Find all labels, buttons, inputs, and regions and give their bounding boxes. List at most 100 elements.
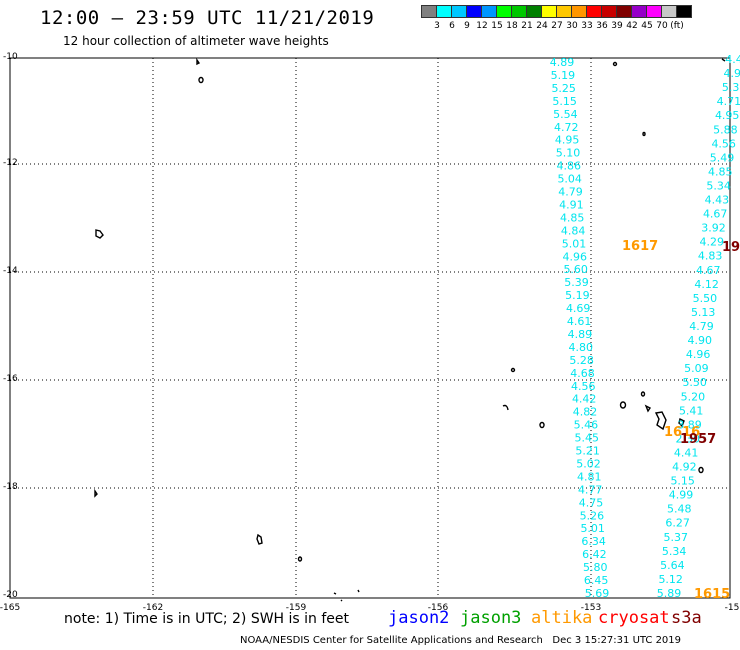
wave-height-label: 4.90 bbox=[688, 334, 713, 347]
satellite-legend-altika: altika bbox=[531, 608, 593, 628]
color-scale-label: 21 bbox=[521, 21, 533, 31]
island bbox=[612, 61, 618, 67]
wave-height-label: 5.01 bbox=[580, 522, 605, 535]
wave-height-label: 5.54 bbox=[553, 108, 578, 121]
island bbox=[539, 421, 545, 429]
color-scale-label: 3 bbox=[434, 21, 440, 31]
color-scale-label: 12 bbox=[476, 21, 488, 31]
satellite-legend-s3a: s3a bbox=[671, 608, 702, 628]
wave-height-label: 5.45 bbox=[575, 432, 600, 445]
wave-height-label: 5.28 bbox=[569, 354, 594, 367]
wave-height-label: 4.75 bbox=[579, 496, 604, 509]
wave-height-label: 4.41 bbox=[674, 447, 699, 460]
wave-height-label: 5.60 bbox=[563, 263, 588, 276]
timestamp-text: Dec 3 15:27:31 UTC 2019 bbox=[552, 635, 682, 646]
wave-height-label: 4.67 bbox=[703, 208, 728, 221]
island-outlines bbox=[94, 57, 726, 602]
island bbox=[678, 417, 685, 428]
wave-height-label: 5.19 bbox=[551, 69, 576, 82]
wave-height-label: 4.43 bbox=[705, 194, 730, 207]
wave-height-label: 4.69 bbox=[566, 302, 591, 315]
wave-height-label: 6.45 bbox=[584, 574, 609, 587]
island bbox=[642, 131, 646, 137]
wave-height-label: 3.89 bbox=[677, 418, 702, 431]
wave-height-label: 4.12 bbox=[694, 278, 719, 291]
color-scale-label: (ft) bbox=[670, 21, 684, 31]
wave-height-label: 4.95 bbox=[715, 109, 740, 122]
wave-height-label: 4.42 bbox=[572, 393, 597, 406]
wave-height-label: 4.83 bbox=[698, 250, 723, 263]
color-scale-label: 9 bbox=[464, 21, 470, 31]
wave-height-label: 4.9 bbox=[724, 67, 740, 80]
color-scale-label: 27 bbox=[551, 21, 563, 31]
pass-number-label: 1616 bbox=[664, 425, 700, 440]
wave-height-label: 4.81 bbox=[577, 470, 602, 483]
wave-height-label: 5.01 bbox=[562, 237, 587, 250]
wave-height-label: 4.68 bbox=[570, 367, 595, 380]
credit-text: NOAA/NESDIS Center for Satellite Applica… bbox=[240, 635, 543, 646]
island bbox=[644, 404, 652, 413]
units-note: note: 1) Time is in UTC; 2) SWH is in fe… bbox=[64, 611, 350, 627]
wave-height-label: 4.89 bbox=[568, 328, 593, 341]
wave-height-label: 5.10 bbox=[556, 147, 581, 160]
island bbox=[654, 411, 667, 431]
wave-height-label: 5.19 bbox=[565, 289, 590, 302]
wave-height-label: 4.86 bbox=[557, 160, 582, 173]
color-scale-label: 18 bbox=[506, 21, 518, 31]
wave-height-label: 5.25 bbox=[551, 82, 576, 95]
wave-height-label: 5.04 bbox=[557, 173, 582, 186]
wave-height-label: 4.91 bbox=[559, 199, 584, 212]
island bbox=[333, 589, 360, 602]
color-scale-label: 42 bbox=[626, 21, 638, 31]
wave-height-label: 5.34 bbox=[706, 180, 731, 193]
wave-height-label: 5.13 bbox=[691, 306, 716, 319]
island bbox=[297, 556, 303, 562]
color-scale-label: 33 bbox=[581, 21, 593, 31]
island bbox=[619, 401, 627, 409]
wave-height-label: 4.92 bbox=[672, 461, 697, 474]
wave-height-label: 5.3 bbox=[722, 81, 740, 94]
wave-height-label: 5.48 bbox=[667, 503, 692, 516]
island bbox=[640, 391, 646, 397]
wave-height-label: 5.50 bbox=[682, 376, 707, 389]
wave-height-label: 4.79 bbox=[558, 186, 583, 199]
wave-height-label: 5.50 bbox=[693, 292, 718, 305]
wave-height-label: 4.84 bbox=[561, 224, 586, 237]
map-title: 12:00 — 23:59 UTC 11/21/2019 bbox=[40, 7, 375, 29]
pass-number-label: 1617 bbox=[622, 239, 658, 254]
color-scale-label: 15 bbox=[491, 21, 503, 31]
color-scale-label: 70 bbox=[656, 21, 668, 31]
wave-height-label: 6.34 bbox=[581, 535, 606, 548]
wave-height-label: 5.37 bbox=[664, 531, 689, 544]
longitude-label: -15 bbox=[724, 603, 740, 613]
color-scale-bar bbox=[421, 5, 692, 18]
track-a: 4.895.195.255.155.544.724.955.104.865.04… bbox=[550, 56, 610, 600]
satellite-legend-jason3: jason3 bbox=[460, 608, 522, 628]
wave-height-label: 4.96 bbox=[686, 348, 711, 361]
map-grid bbox=[10, 58, 730, 598]
island bbox=[95, 229, 104, 239]
wave-height-label: 4.79 bbox=[689, 320, 714, 333]
wave-height-label: 6.42 bbox=[582, 548, 607, 561]
wave-height-label: 4.61 bbox=[567, 315, 592, 328]
wave-height-label: 5.20 bbox=[681, 390, 706, 403]
wave-height-label: 5.89 bbox=[657, 587, 682, 600]
map-frame bbox=[9, 57, 731, 599]
island bbox=[698, 466, 704, 474]
island bbox=[256, 533, 263, 545]
pass-number-label: 1615 bbox=[694, 587, 730, 602]
wave-height-label: 5.49 bbox=[710, 151, 735, 164]
color-swatch bbox=[676, 5, 692, 18]
latitude-label: -10 bbox=[3, 52, 18, 62]
map-subtitle: 12 hour collection of altimeter wave hei… bbox=[63, 34, 329, 48]
wave-height-label: 5.41 bbox=[679, 404, 704, 417]
wave-height-label: 4.99 bbox=[669, 489, 694, 502]
wave-height-label: 5.21 bbox=[575, 445, 600, 458]
wave-height-label: 5.39 bbox=[564, 276, 589, 289]
wave-height-label: 4.82 bbox=[573, 406, 598, 419]
satellite-legend-jason2: jason2 bbox=[388, 608, 450, 628]
latitude-label: -20 bbox=[3, 590, 18, 600]
wave-height-label: 2.30 bbox=[676, 432, 701, 445]
